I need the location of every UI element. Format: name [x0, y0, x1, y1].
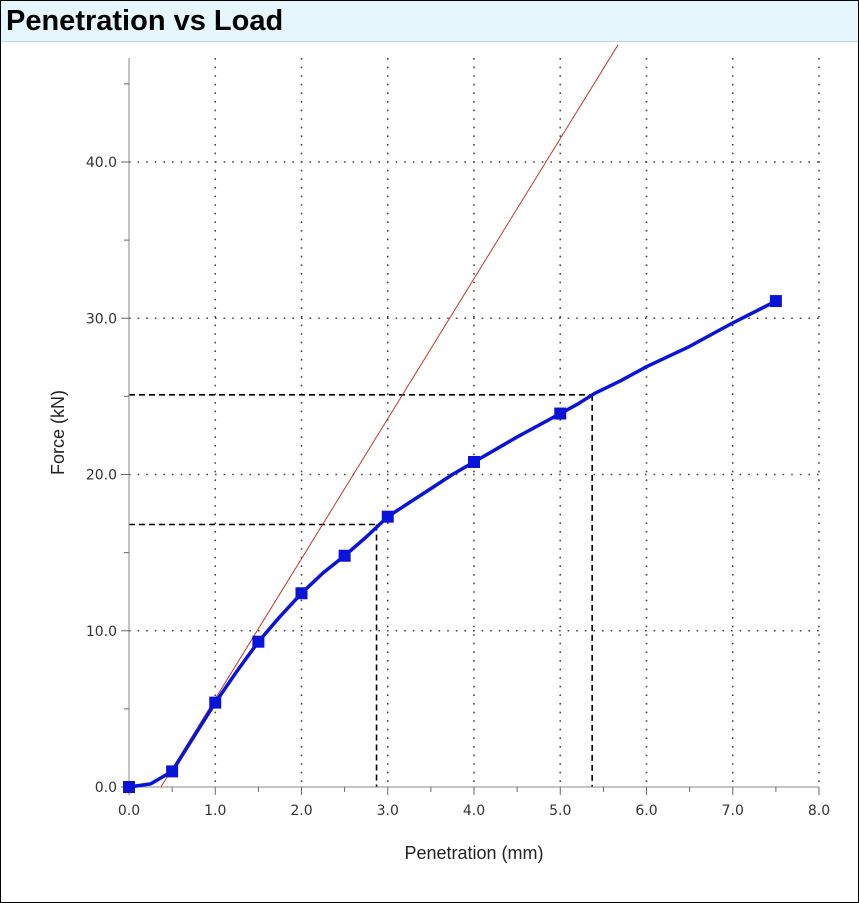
data-point — [209, 696, 222, 709]
data-point — [468, 456, 480, 468]
data-point — [123, 781, 135, 793]
data-point — [295, 587, 308, 600]
y-axis-label: Force (kN) — [48, 390, 68, 475]
tangent-line — [160, 44, 619, 788]
reference-lines — [129, 394, 593, 787]
data-point — [252, 635, 265, 648]
series-group — [123, 295, 782, 793]
axes — [121, 58, 820, 795]
y-tick-label: 0.0 — [95, 780, 117, 796]
x-tick-label: 3.0 — [377, 803, 399, 819]
data-point — [769, 295, 782, 308]
x-tick-label: 5.0 — [549, 803, 571, 819]
grid-lines — [129, 58, 820, 787]
y-tick-label: 40.0 — [86, 155, 117, 171]
data-point — [166, 765, 179, 778]
chart-title: Penetration vs Load — [6, 5, 284, 37]
x-tick-label: 8.0 — [808, 803, 830, 819]
y-tick-label: 20.0 — [86, 468, 117, 484]
x-tick-label: 0.0 — [118, 803, 140, 819]
x-axis-label: Penetration (mm) — [404, 843, 543, 863]
data-point — [381, 510, 394, 523]
x-tick-label: 6.0 — [635, 803, 657, 819]
data-point — [554, 407, 567, 420]
x-tick-label: 4.0 — [463, 803, 485, 819]
series-line — [128, 299, 777, 789]
data-point — [338, 549, 351, 562]
tick-labels: 0.0 1.0 2.0 3.0 4.0 5.0 6.0 7.0 8.0 0.0 10.0 20.0 30… — [86, 155, 830, 819]
y-tick-label: 10.0 — [86, 624, 117, 640]
title-bar: Penetration vs Load — [1, 1, 858, 42]
y-tick-label: 30.0 — [86, 311, 117, 327]
x-tick-label: 2.0 — [290, 803, 312, 819]
tangent-line-group — [160, 44, 619, 788]
x-tick-label: 7.0 — [722, 803, 744, 819]
x-tick-label: 1.0 — [204, 803, 226, 819]
